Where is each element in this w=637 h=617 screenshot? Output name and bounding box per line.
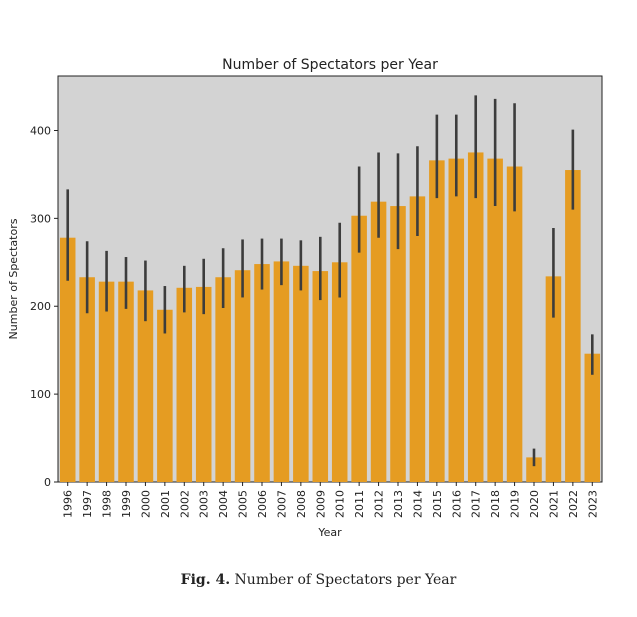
- bar-2011: [351, 215, 367, 483]
- x-tick-label-1998: 1998: [101, 490, 114, 518]
- bar-1998: [98, 281, 115, 482]
- x-tick-label-2006: 2006: [256, 490, 269, 518]
- bar-1997: [79, 277, 95, 482]
- y-tick-label-400: 400: [30, 124, 51, 137]
- x-tick-label-2008: 2008: [295, 490, 308, 518]
- x-tick-label-2023: 2023: [586, 490, 599, 518]
- bar-2020: [526, 457, 542, 482]
- x-tick-label-1997: 1997: [81, 490, 94, 518]
- bar-2003: [195, 286, 212, 482]
- x-tick-label-2020: 2020: [528, 490, 541, 518]
- x-tick-label-2009: 2009: [314, 490, 327, 518]
- bar-2016: [448, 158, 465, 483]
- x-tick-label-2005: 2005: [237, 490, 250, 518]
- x-tick-label-2004: 2004: [217, 490, 230, 518]
- bar-chart: Number of Spectators per Year 0 100 200 300…: [7, 57, 603, 539]
- bar-2012: [370, 201, 387, 483]
- bar-2000: [137, 290, 154, 482]
- y-tick-label-100: 100: [30, 388, 51, 401]
- bar-2018: [487, 158, 503, 483]
- x-tick-label-2001: 2001: [159, 490, 172, 518]
- bar-2004: [215, 277, 231, 482]
- x-tick-label-2021: 2021: [547, 490, 560, 518]
- error-bars-group: [66, 95, 594, 467]
- x-tick-label-2011: 2011: [353, 490, 366, 518]
- x-tick-label-2017: 2017: [470, 490, 483, 518]
- x-tick-label-2014: 2014: [411, 490, 424, 518]
- y-axis-label: Number of Spectators: [7, 218, 20, 339]
- figure-caption-text: Number of Spectators per Year: [234, 572, 457, 588]
- bar-2006: [254, 264, 270, 482]
- x-tick-label-2003: 2003: [198, 490, 211, 518]
- x-tick-label-2022: 2022: [567, 490, 580, 518]
- x-tick-label-2010: 2010: [334, 490, 347, 518]
- x-tick-label-2007: 2007: [275, 490, 288, 518]
- chart-title: Number of Spectators per Year: [222, 57, 438, 73]
- x-tick-label-2016: 2016: [450, 490, 463, 518]
- x-tick-label-2002: 2002: [178, 490, 191, 518]
- bar-2010: [331, 262, 348, 482]
- bar-2022: [565, 170, 581, 482]
- figure-caption: Fig. 4. Number of Spectators per Year: [0, 572, 637, 588]
- x-tick-label-1999: 1999: [120, 490, 133, 518]
- bar-2023: [584, 353, 601, 482]
- x-tick-label-2019: 2019: [509, 490, 522, 518]
- bar-1999: [118, 281, 134, 482]
- bar-2013: [390, 206, 406, 482]
- figure-caption-label: Fig. 4.: [180, 572, 231, 588]
- y-tick-label-200: 200: [30, 300, 51, 313]
- bar-2021: [545, 276, 562, 482]
- x-axis-label: Year: [317, 526, 342, 539]
- x-tick-label-1996: 1996: [62, 490, 75, 518]
- bar-2014: [409, 196, 426, 482]
- bars-group: [59, 152, 601, 483]
- y-tick-label-0: 0: [44, 476, 51, 489]
- bar-2019: [506, 166, 523, 482]
- x-tick-label-2013: 2013: [392, 490, 405, 518]
- y-tick-label-300: 300: [30, 212, 51, 225]
- bar-2005: [234, 270, 251, 482]
- x-tick-label-2018: 2018: [489, 490, 502, 518]
- bar-2002: [176, 287, 193, 482]
- x-tick-label-2015: 2015: [431, 490, 444, 518]
- bar-2001: [157, 309, 173, 482]
- bar-2015: [429, 160, 445, 483]
- bar-2008: [293, 265, 309, 482]
- x-tick-label-2000: 2000: [139, 490, 152, 518]
- bar-2007: [273, 261, 290, 482]
- bar-1996: [59, 237, 76, 482]
- bar-2017: [467, 152, 484, 482]
- x-axis: 1996 1997 1998 1999 2000 2001 2002 2003 2004 2005…: [62, 482, 599, 518]
- bar-2009: [312, 271, 329, 482]
- y-axis: 0 100 200 300 400: [30, 124, 58, 489]
- x-tick-label-2012: 2012: [373, 490, 386, 518]
